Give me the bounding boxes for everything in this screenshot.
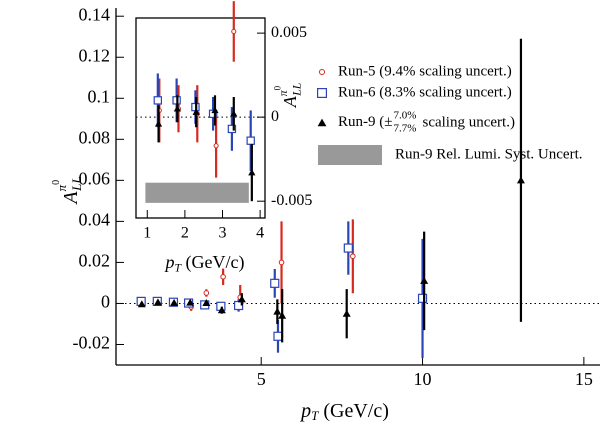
marker	[203, 290, 210, 296]
marker	[317, 87, 328, 98]
marker	[237, 295, 246, 303]
x-tick-label: 3	[219, 225, 227, 242]
legend-label-sub: 7.7%	[393, 123, 416, 135]
axis-label-part: LL	[290, 83, 303, 97]
marker	[186, 298, 195, 306]
axis-label: pT (GeV/c)	[164, 252, 245, 274]
marker	[154, 120, 163, 127]
marker	[137, 300, 146, 308]
marker	[202, 299, 211, 307]
x-tick-label: 10	[414, 369, 432, 389]
marker	[248, 169, 256, 176]
axis-label-part: p	[299, 400, 311, 422]
axis-label-part: π	[277, 89, 290, 96]
axis-label-part: LL	[69, 176, 84, 191]
y-tick-label: 0.06	[79, 168, 111, 188]
y-tick-label: 0.04	[79, 210, 111, 230]
marker	[217, 306, 226, 314]
marker	[342, 309, 351, 317]
x-tick-label: 5	[257, 369, 266, 389]
marker	[230, 110, 238, 117]
y-tick-label: 0.14	[79, 4, 111, 24]
axis-label-part: A	[280, 95, 300, 108]
y-tick-label: 0.08	[79, 127, 111, 147]
axis-label-part: (GeV/c)	[181, 252, 244, 273]
y-tick-label: 0.005	[271, 24, 307, 41]
axis-label-part: A	[60, 191, 82, 206]
axis-label-part: T	[175, 261, 183, 274]
legend-swatch	[318, 145, 382, 165]
legend-label: Run-9 (±	[338, 114, 392, 130]
marker	[350, 253, 356, 260]
y-tick-label: 0.12	[79, 45, 111, 65]
axis-label: pT (GeV/c)	[299, 400, 389, 423]
legend-label: Run-5 (9.4% scaling uncert.)	[338, 63, 512, 79]
x-tick-label: 15	[575, 369, 593, 389]
legend-label-part: Run-9 (±	[338, 114, 392, 130]
x-tick-label: 4	[256, 225, 264, 242]
legend-label: Run-9 Rel. Lumi. Syst. Uncert.	[395, 146, 583, 162]
y-tick-label: -0.005	[271, 192, 312, 209]
marker	[153, 96, 163, 105]
y-tick-label: 0.1	[88, 86, 111, 106]
y-tick-label: -0.02	[73, 333, 111, 353]
marker	[170, 298, 179, 306]
syst-band	[145, 182, 249, 203]
marker	[278, 311, 287, 319]
marker	[220, 273, 226, 280]
marker	[213, 143, 219, 149]
marker	[273, 307, 282, 315]
marker	[343, 243, 353, 253]
marker	[173, 105, 181, 112]
axis-label-part: T	[311, 408, 319, 423]
marker	[516, 176, 525, 184]
marker	[417, 293, 428, 303]
x-tick-label: 2	[181, 225, 189, 242]
marker	[278, 259, 285, 266]
legend-label: scaling uncert.)	[422, 114, 514, 130]
marker	[420, 276, 429, 284]
y-tick-label: 0.02	[79, 251, 111, 271]
x-tick-label: 1	[143, 225, 151, 242]
marker	[153, 298, 162, 306]
marker	[273, 331, 283, 341]
axis-label-part: p	[164, 252, 175, 272]
marker	[318, 68, 326, 76]
marker	[317, 118, 327, 127]
axis-label-part: (GeV/c)	[318, 400, 389, 422]
axis-label-part: 0	[51, 180, 62, 185]
marker	[192, 108, 200, 115]
marker	[246, 136, 255, 145]
axis-label: Aπ0 LL	[273, 83, 304, 108]
marker	[270, 278, 280, 288]
y-tick-label: 0	[101, 292, 110, 312]
marker	[211, 106, 219, 114]
legend-label-sup: 7.0%	[393, 110, 416, 122]
axis-label-part: 0	[273, 85, 283, 90]
marker	[227, 124, 237, 134]
axis-label-part: π	[54, 184, 69, 191]
legend-label: Run-6 (8.3% scaling uncert.)	[338, 84, 512, 100]
y-tick-label: 0	[271, 108, 279, 125]
marker	[231, 28, 237, 35]
axis-label: Aπ0 LL	[51, 176, 84, 205]
